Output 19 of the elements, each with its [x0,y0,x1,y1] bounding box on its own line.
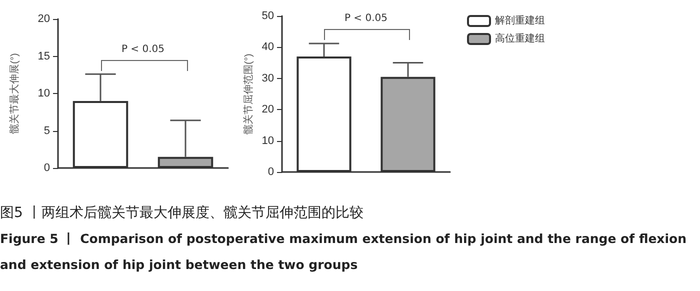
annotation: P < 0.05 [121,44,165,56]
y-tick-label: 5 [44,124,50,137]
y-tick-label: 20 [38,13,50,25]
caption: Figure 5 丨 Comparison of postoperative maximum extension of hip joint and the range of flexion and extension of hip joint between the two groups [0,230,688,274]
caption: 图5 丨两组术后髋关节最大伸展度、髋关节屈伸范围的比较 [0,204,364,223]
legend-label: 高位重建组 [495,32,545,44]
y-tick-label: 10 [262,134,274,147]
y-axis-title: 髋关节最大伸展(°) [8,53,20,134]
y-axis-title: 髋关节屈伸范围(°) [242,54,254,134]
y-tick-label: 20 [262,104,274,116]
y-tick-label: 10 [38,88,50,100]
y-tick-label: 0 [268,166,274,178]
y-tick-label: 0 [44,162,50,174]
y-tick-label: 30 [262,72,274,84]
y-tick-label: 15 [38,50,50,62]
y-tick-label: 40 [262,41,274,54]
y-tick-label: 50 [262,10,274,22]
annotation: P < 0.05 [344,13,388,24]
legend-label: 解剖重建组 [495,14,545,26]
